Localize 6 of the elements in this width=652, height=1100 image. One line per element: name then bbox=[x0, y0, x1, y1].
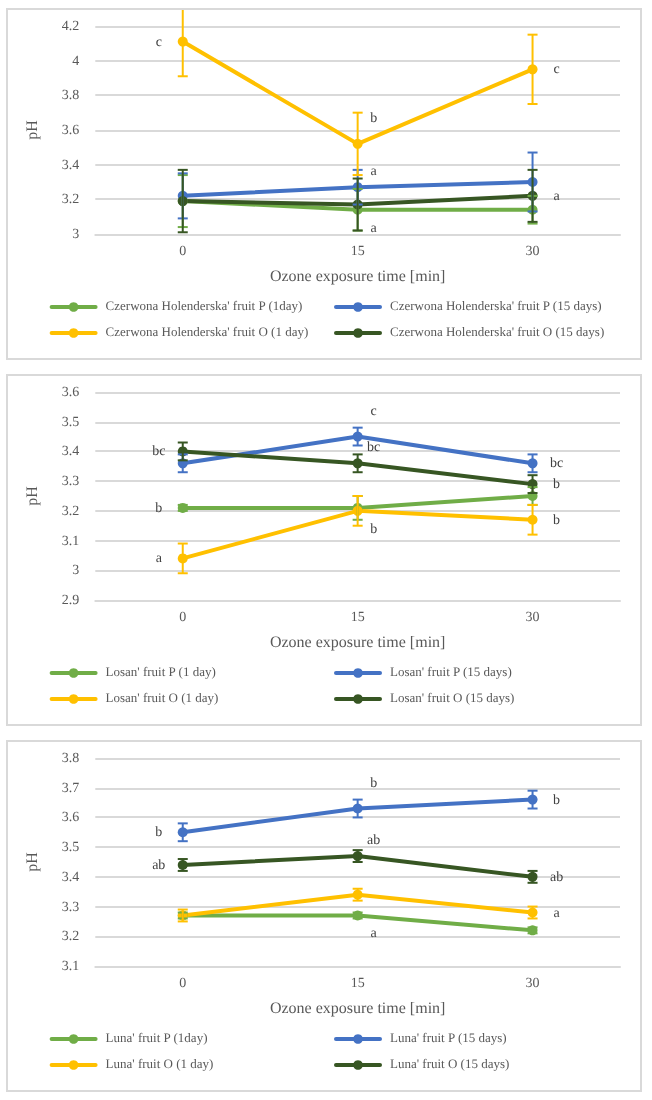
x-axis-title: Ozone exposure time [min] bbox=[269, 998, 447, 1017]
x-axis-title: Ozone exposure time [min] bbox=[269, 266, 447, 285]
y-axis-title: pH bbox=[23, 851, 41, 872]
x-axis-title: Ozone exposure time [min] bbox=[269, 632, 447, 651]
y-axis-title: pH bbox=[23, 485, 41, 506]
y-axis-title: pH bbox=[23, 119, 41, 140]
